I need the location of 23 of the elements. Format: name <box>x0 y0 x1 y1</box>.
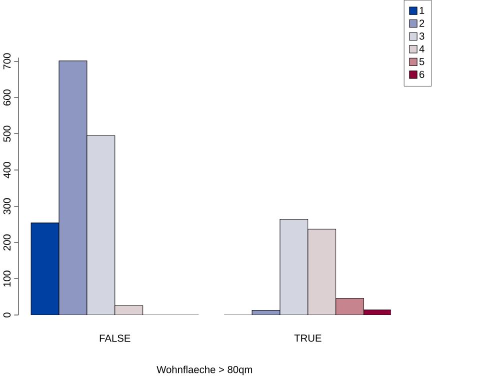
x-axis-title: Wohnflaeche > 80qm <box>156 366 252 376</box>
x-tick-label: FALSE <box>100 334 130 342</box>
y-tick-label: 200 <box>3 234 11 250</box>
y-tick-label: 700 <box>3 53 11 70</box>
y-tick-label: 100 <box>3 270 11 286</box>
y-tick-label: 400 <box>3 162 11 178</box>
y-tick-label: 300 <box>3 198 11 214</box>
bar <box>86 136 115 315</box>
y-tick-label: 600 <box>3 89 11 106</box>
bar <box>31 222 60 315</box>
legend-label: 6 <box>420 70 424 78</box>
legend-label: 2 <box>420 20 424 27</box>
legend-label: 1 <box>420 6 424 14</box>
bar <box>308 228 336 315</box>
y-tick-label: 0 <box>3 312 11 318</box>
bar <box>336 298 364 315</box>
legend-label: 4 <box>419 45 424 52</box>
legend-label: 5 <box>419 58 424 66</box>
bar <box>59 60 87 315</box>
x-tick-label: TRUE <box>294 334 322 342</box>
legend-label: 3 <box>419 32 424 40</box>
bar <box>280 218 308 315</box>
y-tick-label: 500 <box>3 126 11 142</box>
